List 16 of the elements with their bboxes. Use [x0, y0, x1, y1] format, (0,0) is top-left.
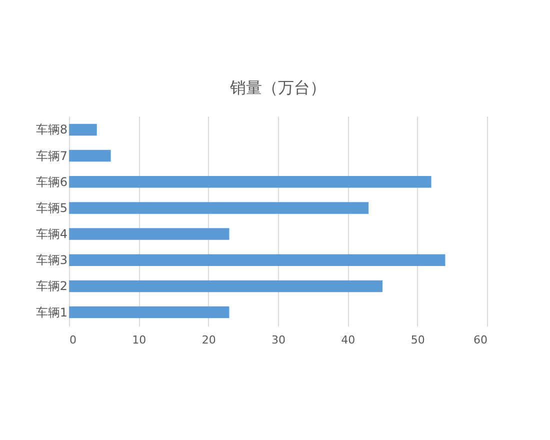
y-tick-label: 车辆7 — [36, 148, 68, 163]
x-tick-label: 30 — [272, 334, 286, 346]
x-tick-label: 0 — [70, 334, 76, 346]
x-tick-label: 60 — [474, 334, 488, 346]
y-tick-label: 车辆3 — [36, 253, 68, 268]
x-tick-label: 10 — [132, 334, 146, 346]
y-tick-label: 车辆4 — [36, 227, 68, 242]
y-tick-label: 车辆5 — [36, 200, 68, 215]
x-tick-label: 50 — [410, 334, 425, 346]
y-tick-label: 车辆6 — [36, 174, 68, 189]
y-tick-label: 车辆2 — [36, 279, 68, 294]
y-tick-label: 车辆1 — [36, 305, 68, 320]
x-tick-label: 40 — [341, 334, 356, 346]
y-tick-label: 车辆8 — [36, 122, 68, 137]
x-tick-label: 20 — [202, 334, 216, 346]
chart-title: 销量（万台） — [229, 78, 326, 97]
